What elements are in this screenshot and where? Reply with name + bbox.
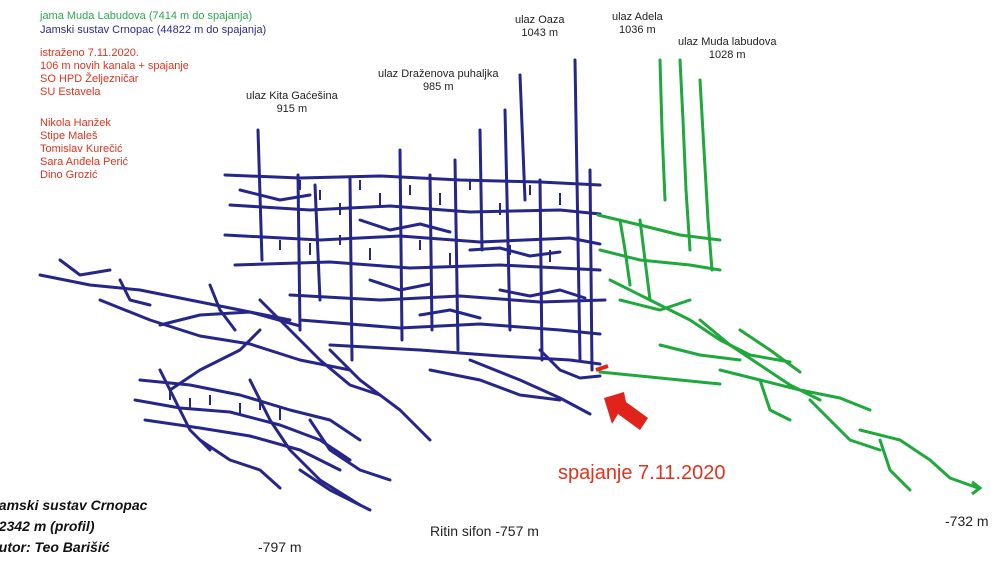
entrance-name: ulaz Muda labudova [678, 36, 777, 48]
team-member: Sara Anđela Perić [40, 156, 129, 168]
explored-block: istraženo 7.11.2020. 106 m novih kanala … [40, 47, 189, 99]
entrance-altitude: 985 m [422, 81, 454, 93]
credits-author: autor: Teo Barišić [0, 539, 110, 555]
explored-club-1: SO HPD Željezničar [40, 73, 139, 85]
entrance-adela-label: ulaz Adela 1036 m [612, 11, 663, 37]
team-block: Nikola Hanžek Stipe Maleš Tomislav Kureč… [40, 117, 128, 182]
team-member: Dino Grozić [40, 169, 98, 181]
entrance-name: ulaz Adela [612, 11, 663, 23]
crnopac-passages [38, 58, 607, 512]
entrance-name: ulaz Draženova puhaljka [378, 68, 499, 80]
credits-title: Jamski sustav Crnopac [0, 497, 148, 513]
entrance-kita-gacesina-label: ulaz Kita Gaćešina 915 m [246, 90, 338, 116]
team-member: Nikola Hanžek [40, 117, 111, 129]
connection-segment [595, 364, 609, 372]
entrance-muda-labudova-label: ulaz Muda labudova 1028 m [678, 36, 776, 62]
entrance-altitude: 1036 m [619, 24, 656, 36]
explored-new-passages: 106 m novih kanala + spajanje [40, 60, 189, 72]
muda-labudova-passages [596, 58, 980, 492]
legend-muda-labudova: jama Muda Labudova (7414 m do spajanja) [40, 10, 253, 22]
entrance-altitude: 1043 m [521, 27, 559, 39]
entrance-oaza-label: ulaz Oaza 1043 m [515, 14, 565, 40]
team-member: Tomislav Kurečić [40, 143, 123, 155]
ritin-sifon-label: Ritin sifon -757 m [430, 523, 539, 539]
connection-arrow [604, 392, 648, 430]
explored-date: istraženo 7.11.2020. [40, 47, 139, 59]
legend-crnopac: Jamski sustav Crnopac (44822 m do spajan… [40, 24, 267, 36]
connection-label: spajanje 7.11.2020 [558, 462, 726, 484]
team-member: Stipe Maleš [40, 130, 98, 142]
entrance-drazenova-puhaljka-label: ulaz Draženova puhaljka 985 m [378, 68, 498, 94]
entrance-altitude: 1028 m [708, 49, 746, 61]
right-end-arrow [971, 480, 983, 496]
crnopac-hatch [169, 180, 561, 420]
explored-club-2: SU Estavela [40, 86, 101, 98]
depth-left-label: -797 m [258, 539, 302, 555]
credits-block: Jamski sustav Crnopac 52342 m (profil) a… [0, 495, 147, 558]
depth-right-label: -732 m [945, 513, 989, 529]
entrance-altitude: 915 m [276, 103, 308, 115]
credits-length: 52342 m (profil) [0, 518, 95, 534]
entrance-name: ulaz Kita Gaćešina [246, 90, 338, 102]
entrance-name: ulaz Oaza [515, 14, 565, 26]
